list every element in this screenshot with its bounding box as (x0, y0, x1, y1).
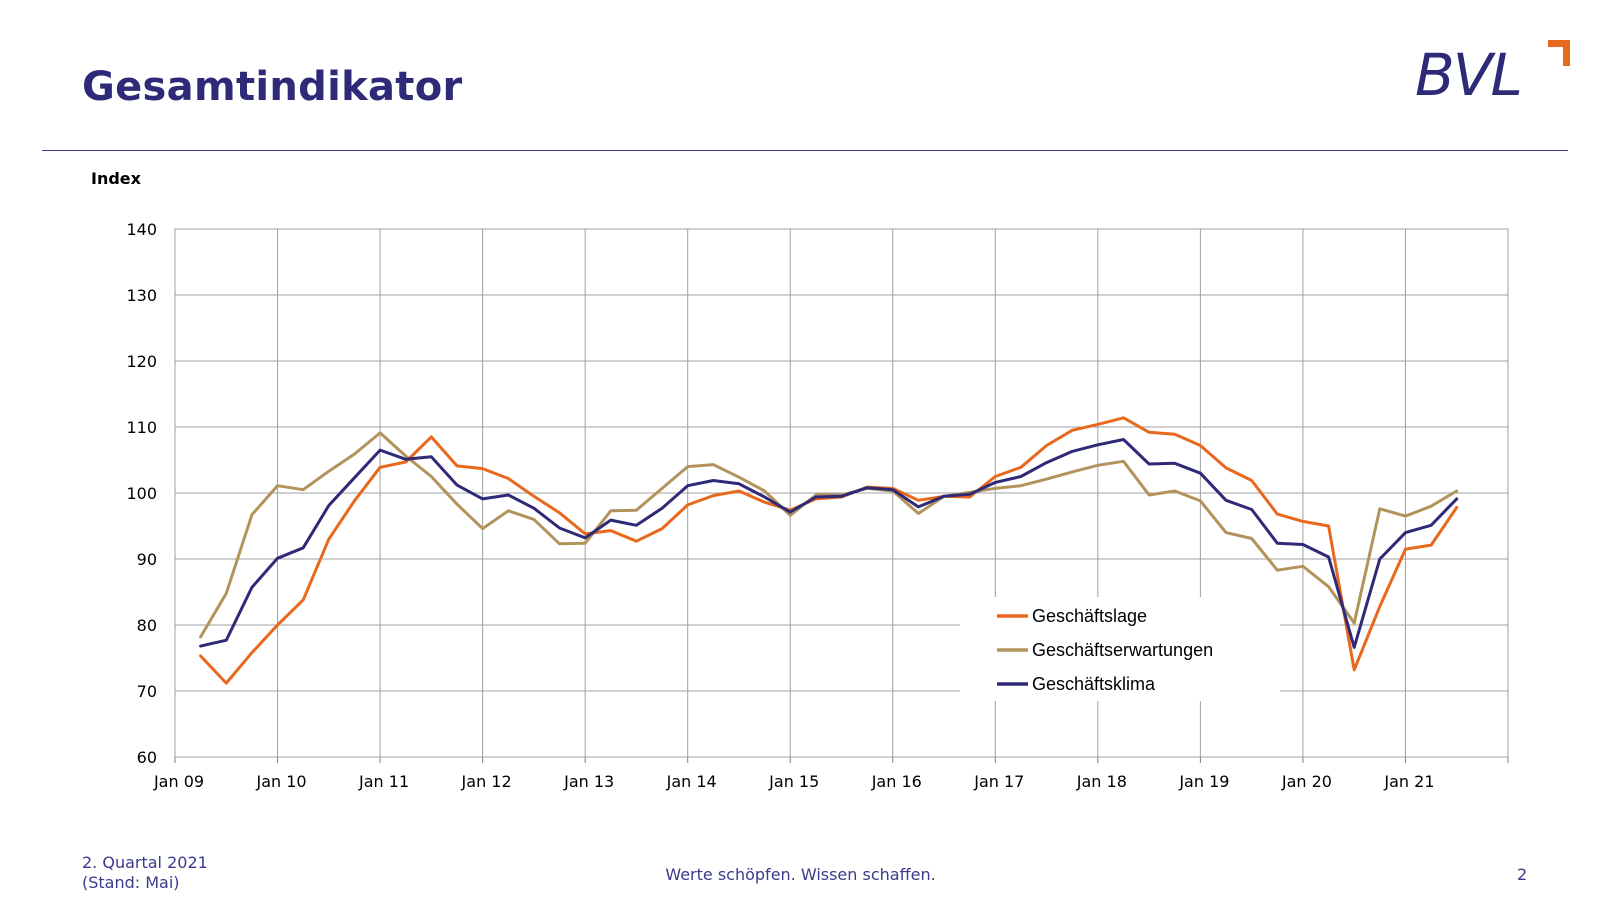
x-tick-label: Jan 18 (1076, 772, 1127, 791)
y-tick-label: 130 (126, 286, 157, 305)
footer-period: 2. Quartal 2021 (82, 853, 208, 872)
legend-label-2: Geschäftserwartungen (1032, 640, 1213, 660)
x-tick-label: Jan 20 (1281, 772, 1332, 791)
x-tick-label: Jan 10 (255, 772, 306, 791)
y-tick-label: 70 (137, 682, 157, 701)
x-tick-label: Jan 11 (358, 772, 409, 791)
page-title: Gesamtindikator (82, 64, 463, 110)
logo-text: BVL (1415, 41, 1523, 109)
y-tick-label: 60 (137, 748, 157, 767)
y-tick-label: 120 (126, 352, 157, 371)
y-tick-label: 140 (126, 220, 157, 239)
logo-corner-icon (1548, 40, 1570, 66)
x-tick-label: Jan 21 (1383, 772, 1434, 791)
x-tick-label: Jan 14 (666, 772, 717, 791)
x-tick-label: Jan 15 (768, 772, 819, 791)
y-tick-label: 100 (126, 484, 157, 503)
bvl-logo: BVL (1415, 38, 1570, 110)
x-tick-label: Jan 13 (563, 772, 614, 791)
y-tick-label: 80 (137, 616, 157, 635)
y-tick-label: 90 (137, 550, 157, 569)
x-tick-label: Jan 17 (973, 772, 1024, 791)
x-tick-label: Jan 09 (153, 772, 204, 791)
x-tick-label: Jan 16 (871, 772, 922, 791)
x-tick-label: Jan 19 (1178, 772, 1229, 791)
header-divider (42, 150, 1568, 151)
line-chart: 60 70 80 90 100 110 120 130 140 Jan 09 Jan 10 Jan 1… (91, 169, 1509, 791)
x-tick-label: Jan 12 (461, 772, 512, 791)
page-number: 2 (1517, 865, 1528, 884)
series-line-3 (199, 438, 1459, 649)
y-axis-label: Index (91, 169, 142, 188)
footer-status: (Stand: Mai) (82, 873, 180, 892)
footer-period-block: 2. Quartal 2021 (Stand: Mai) (82, 853, 208, 893)
legend-label-1: Geschäftslage (1032, 606, 1147, 626)
footer-slogan: Werte schöpfen. Wissen schaffen. (665, 865, 936, 884)
y-tick-label: 110 (126, 418, 157, 437)
legend-label-3: Geschäftsklima (1032, 674, 1156, 694)
